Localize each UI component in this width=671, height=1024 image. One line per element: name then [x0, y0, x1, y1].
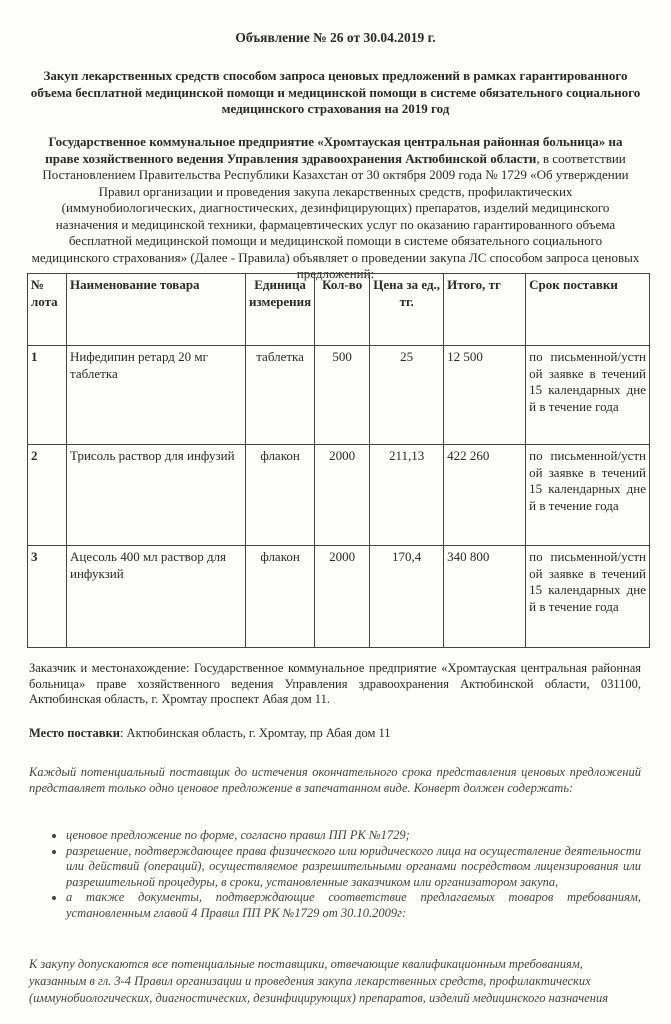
delivery-term: по письменной/устной заявке в течений 15… [525, 345, 650, 445]
unit-price: 25 [369, 345, 445, 445]
requirements-list: ценовое предложение по форме, согласно п… [29, 828, 641, 921]
delivery-term: по письменной/устной заявке в течений 15… [525, 444, 650, 546]
lots-table: № лота Наименование товара Единица измер… [27, 273, 650, 648]
delivery-label: Место поставки [29, 726, 120, 740]
total: 422 260 [443, 444, 527, 546]
unit-price: 211,13 [369, 444, 445, 546]
header-term: Срок поставки [525, 273, 650, 346]
envelope-paragraph: Каждый потенциальный поставщик до истече… [29, 765, 641, 795]
product-name: Трисоль раствор для инфузий [66, 444, 246, 546]
header-qty: Кол-во [314, 273, 371, 346]
lot-number: 1 [27, 345, 67, 445]
product-name: Нифедипин ретард 20 мг таблетка [66, 345, 246, 445]
total: 12 500 [443, 345, 527, 445]
unit-price: 170,4 [369, 545, 445, 648]
product-name: Ацесоль 400 мл раствор для инфукзий [66, 545, 246, 648]
header-price: Цена за ед., тг. [369, 273, 445, 346]
list-item: ценовое предложение по форме, согласно п… [66, 828, 641, 844]
total: 340 800 [443, 545, 527, 648]
header-lot: № лота [27, 273, 67, 346]
table-row: 2 Трисоль раствор для инфузий флакон 200… [27, 444, 650, 546]
organizer-name: Государственное коммунальное предприятие… [45, 134, 623, 166]
list-item: разрешение, подтверждающее права физичес… [66, 844, 641, 891]
delivery-place: Место поставки: Актюбинская область, г. … [29, 726, 641, 742]
unit: флакон [244, 444, 316, 546]
header-total: Итого, тг [443, 273, 527, 346]
unit: флакон [244, 545, 316, 648]
header-unit: Единица измерения [244, 273, 316, 346]
header-name: Наименование товара [66, 273, 246, 346]
lot-number: 2 [27, 444, 67, 546]
table-row: 1 Нифедипин ретард 20 мг таблетка таблет… [27, 345, 650, 445]
procurement-subject: Закуп лекарственных средств способом зап… [30, 68, 641, 116]
intro-paragraph: Государственное коммунальное предприятие… [30, 134, 641, 283]
delivery-value: : Актюбинская область, г. Хромтау, пр Аб… [119, 726, 391, 740]
lot-number: 3 [27, 545, 67, 648]
quantity: 2000 [314, 444, 371, 546]
quantity: 2000 [314, 545, 371, 648]
table-header-row: № лота Наименование товара Единица измер… [27, 273, 650, 346]
list-item: а также документы, подтверждающие соотве… [66, 890, 641, 921]
announcement-title: Объявление № 26 от 30.04.2019 г. [235, 30, 436, 45]
unit: таблетка [244, 345, 316, 445]
table-row: 3 Ацесоль 400 мл раствор для инфукзий фл… [27, 545, 650, 648]
intro-text: , в соответствии Постановлением Правител… [31, 150, 640, 282]
quantity: 500 [314, 345, 371, 445]
customer-paragraph: Заказчик и местонахождение: Государствен… [29, 661, 641, 706]
admission-paragraph: К закупу допускаются все потенциальные п… [29, 957, 609, 1005]
delivery-term: по письменной/устной заявке в течений 15… [525, 545, 650, 648]
